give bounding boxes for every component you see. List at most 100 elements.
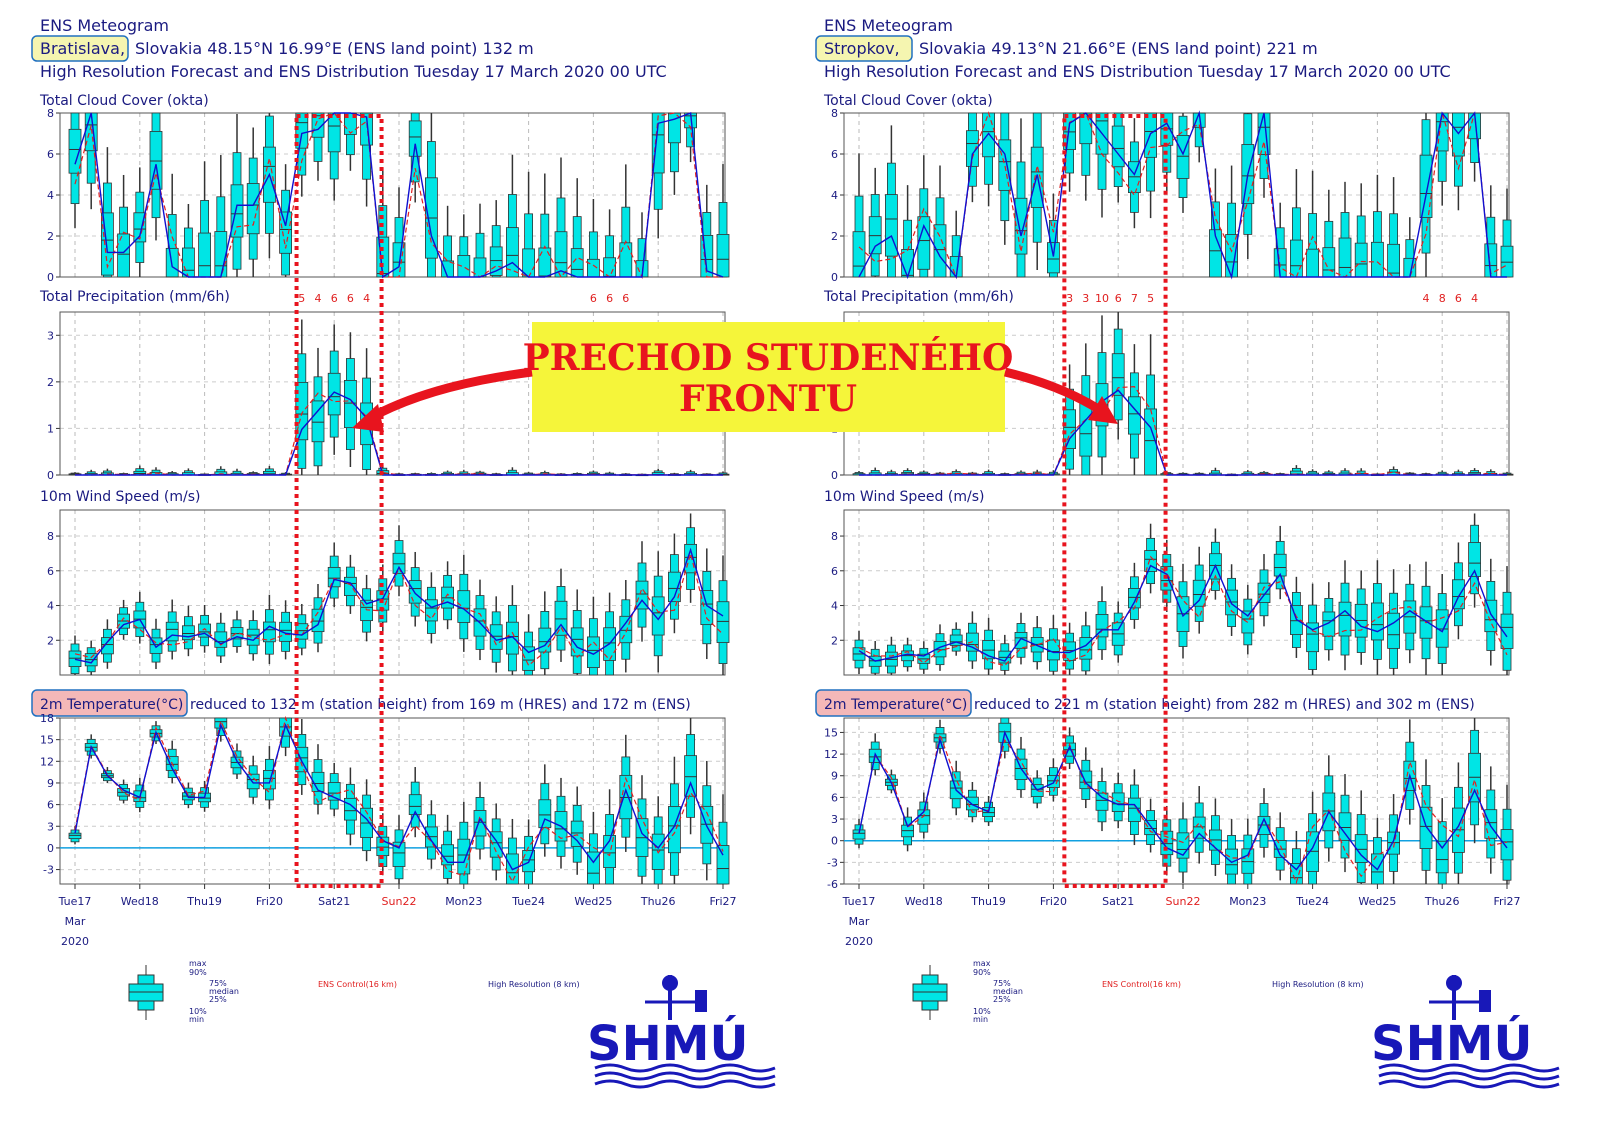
legend-p10: 10% bbox=[973, 1007, 991, 1016]
y-tick-label: 4 bbox=[47, 189, 54, 202]
location-highlight bbox=[31, 35, 129, 62]
y-tick-label: 2 bbox=[831, 634, 838, 647]
box-75-25 bbox=[852, 829, 866, 840]
box-75-25 bbox=[1435, 840, 1449, 874]
precip-count-label: 3 bbox=[1082, 292, 1089, 305]
y-tick-label: 8 bbox=[47, 107, 54, 120]
temp-label-highlight bbox=[31, 689, 188, 717]
precip-count-label: 5 bbox=[1147, 292, 1154, 305]
legend-max: max bbox=[973, 959, 991, 968]
box-75-25 bbox=[554, 600, 568, 636]
temp-label-box: 2m Temperature(°C) bbox=[40, 697, 183, 713]
box-75-25 bbox=[716, 234, 730, 278]
x-tick-label-day: Thu19 bbox=[970, 895, 1006, 908]
y-tick-label: 1 bbox=[47, 422, 54, 435]
x-year-label: 2020 bbox=[845, 935, 873, 948]
box-75-25 bbox=[538, 247, 552, 278]
y-tick-label: 0 bbox=[47, 271, 54, 284]
precip-count-label: 5 bbox=[298, 292, 305, 305]
box-75-25 bbox=[1192, 816, 1206, 839]
x-tick-label-day: Mon23 bbox=[1229, 895, 1266, 908]
forecast-subtitle: High Resolution Forecast and ENS Distrib… bbox=[40, 62, 667, 81]
y-tick-label: 6 bbox=[831, 148, 838, 161]
precip-count-label: 10 bbox=[1095, 292, 1109, 305]
callout-box bbox=[532, 322, 1005, 432]
legend-p75: 75% bbox=[209, 979, 227, 988]
box-75-25 bbox=[473, 257, 487, 278]
logo-text: SHMÚ bbox=[587, 1015, 748, 1072]
y-tick-label: 18 bbox=[40, 712, 54, 725]
legend-p90: 90% bbox=[189, 968, 207, 977]
box-75-25 bbox=[619, 242, 633, 278]
box-75-25 bbox=[311, 771, 325, 792]
location-name: Bratislava, bbox=[40, 39, 125, 58]
precip-count-label: 6 bbox=[1455, 292, 1462, 305]
box-75-25 bbox=[1338, 812, 1352, 841]
box-75-25 bbox=[668, 571, 681, 603]
y-tick-label: 3 bbox=[47, 820, 54, 833]
x-tick-label-day: Wed25 bbox=[1358, 895, 1396, 908]
legend-control: ENS Control(16 km) bbox=[318, 980, 397, 989]
y-tick-label: 3 bbox=[47, 329, 54, 342]
x-tick-label-day: Sat21 bbox=[318, 895, 350, 908]
y-tick-label: 15 bbox=[40, 734, 54, 747]
x-tick-label-day: Tue24 bbox=[511, 895, 545, 908]
logo-wave bbox=[594, 1071, 776, 1081]
box-75-25 bbox=[522, 646, 535, 671]
y-tick-label: 12 bbox=[824, 748, 838, 761]
precip-count-label: 6 bbox=[606, 292, 613, 305]
box-75-25 bbox=[966, 130, 979, 167]
box-75-25 bbox=[1338, 601, 1352, 637]
box-75-25 bbox=[117, 233, 130, 278]
legend-p25: 25% bbox=[993, 995, 1011, 1004]
temp-label-details: reduced to 221 m (station height) from 2… bbox=[974, 697, 1475, 713]
y-tick-label: 9 bbox=[831, 770, 838, 783]
y-tick-label: 2 bbox=[47, 230, 54, 243]
box-75-25 bbox=[457, 838, 471, 875]
precip-count-label: 6 bbox=[622, 292, 629, 305]
legend-max: max bbox=[189, 959, 207, 968]
precip-count-label: 4 bbox=[1471, 292, 1478, 305]
legend-min: min bbox=[189, 1015, 204, 1024]
box-75-25 bbox=[441, 260, 455, 278]
box-75-25 bbox=[1241, 848, 1255, 874]
x-tick-label-day: Tue17 bbox=[842, 895, 876, 908]
box-75-25 bbox=[1111, 125, 1125, 168]
box-75-25 bbox=[295, 112, 309, 149]
box-75-25 bbox=[1290, 863, 1303, 885]
box-75-25 bbox=[1257, 582, 1271, 603]
logo-cup bbox=[662, 975, 678, 991]
box-75-25 bbox=[1014, 197, 1028, 255]
box-75-25 bbox=[101, 637, 114, 655]
shmu-logo: SHMÚ bbox=[587, 975, 776, 1089]
box-75-25 bbox=[1290, 239, 1303, 278]
wind-chart-title: 10m Wind Speed (m/s) bbox=[40, 489, 200, 505]
y-tick-label: 8 bbox=[47, 530, 54, 543]
box-75-25 bbox=[998, 139, 1012, 191]
x-tick-label-day: Tue24 bbox=[1295, 895, 1329, 908]
callout-line2: FRONTU bbox=[679, 378, 857, 420]
hres-line bbox=[858, 730, 1508, 871]
hres-line bbox=[74, 112, 724, 279]
box-75-25 bbox=[392, 841, 406, 867]
legend-p25: 25% bbox=[209, 995, 227, 1004]
box-75-25 bbox=[1468, 542, 1481, 577]
hres-line bbox=[858, 110, 1507, 280]
temp-label-box: 2m Temperature(°C) bbox=[824, 697, 967, 713]
box-75-25 bbox=[1128, 396, 1141, 435]
box-75-25 bbox=[700, 590, 714, 626]
y-tick-label: 4 bbox=[47, 600, 54, 613]
box-75-25 bbox=[1063, 409, 1076, 449]
box-75-25 bbox=[327, 566, 341, 588]
y-tick-label: 0 bbox=[831, 835, 838, 848]
hres-line bbox=[858, 563, 1508, 662]
meteogram-title: ENS Meteogram bbox=[40, 16, 169, 35]
box-75-25 bbox=[489, 831, 503, 858]
y-tick-label: 15 bbox=[824, 726, 838, 739]
legend-p10: 10% bbox=[189, 1007, 207, 1016]
y-tick-label: 0 bbox=[831, 271, 838, 284]
x-month-label: Mar bbox=[849, 915, 870, 928]
box-75-25 bbox=[246, 183, 260, 235]
